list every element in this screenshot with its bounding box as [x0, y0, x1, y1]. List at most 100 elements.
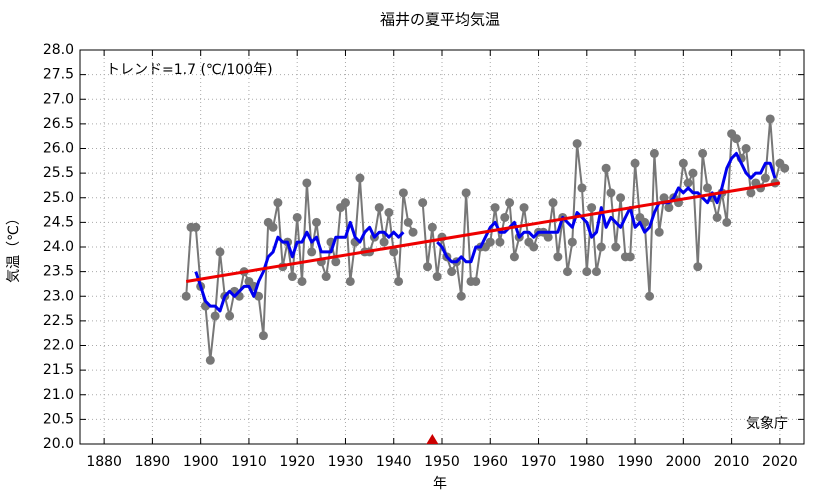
data-point [625, 252, 635, 262]
x-tick-label: 1900 [183, 454, 219, 470]
data-point [205, 355, 215, 365]
data-point [321, 272, 331, 282]
series-line [194, 151, 777, 313]
y-tick-label: 20.0 [43, 436, 74, 452]
x-tick-label: 2010 [714, 454, 750, 470]
data-point [297, 276, 307, 286]
y-tick-label: 22.0 [43, 338, 74, 354]
data-point [765, 114, 775, 124]
data-point [746, 188, 756, 198]
data-point [596, 242, 606, 252]
data-point [611, 242, 621, 252]
data-point [287, 272, 297, 282]
data-point [225, 311, 235, 321]
data-point [268, 222, 278, 232]
data-point [292, 212, 302, 222]
x-tick-label: 1980 [569, 454, 605, 470]
event-marker [426, 434, 439, 444]
data-point [384, 208, 394, 218]
data-point [423, 262, 433, 272]
y-tick-label: 27.5 [43, 67, 74, 83]
data-point [553, 252, 563, 262]
data-point [712, 212, 722, 222]
data-point [654, 227, 664, 237]
x-tick-label: 1990 [617, 454, 653, 470]
data-point [664, 203, 674, 213]
data-point [698, 148, 708, 158]
data-point [302, 178, 312, 188]
data-point [258, 331, 268, 341]
data-point [307, 247, 317, 257]
data-point [312, 217, 322, 227]
data-point [500, 212, 510, 222]
data-point [408, 227, 418, 237]
x-tick-label: 1880 [86, 454, 122, 470]
data-point [427, 222, 437, 232]
y-tick-label: 23.5 [43, 264, 74, 280]
data-point [678, 158, 688, 168]
x-tick-label: 1970 [521, 454, 557, 470]
chart-title: 福井の夏平均気温 [380, 11, 500, 29]
y-tick-label: 26.5 [43, 116, 74, 132]
data-point [394, 276, 404, 286]
data-point [572, 139, 582, 149]
data-point [456, 291, 466, 301]
data-point [543, 232, 553, 242]
data-point [577, 183, 587, 193]
y-tick-label: 20.5 [43, 411, 74, 427]
y-tick-label: 26.0 [43, 141, 74, 157]
data-point [760, 173, 770, 183]
x-tick-label: 2020 [762, 454, 798, 470]
data-point [645, 291, 655, 301]
data-point [331, 257, 341, 267]
data-point [398, 188, 408, 198]
data-point [591, 267, 601, 277]
data-point [191, 222, 201, 232]
data-point [562, 267, 572, 277]
data-point [379, 237, 389, 247]
data-point [374, 203, 384, 213]
data-point [630, 158, 640, 168]
x-axis-label: 年 [433, 476, 447, 492]
data-point [273, 198, 283, 208]
x-tick-label: 1920 [279, 454, 315, 470]
y-tick-label: 25.0 [43, 190, 74, 206]
data-point [355, 173, 365, 183]
data-point [471, 276, 481, 286]
data-point [432, 272, 442, 282]
data-point [181, 291, 191, 301]
data-point [509, 252, 519, 262]
y-tick-label: 24.0 [43, 239, 74, 255]
x-tick-label: 1930 [328, 454, 364, 470]
data-point [495, 237, 505, 247]
data-point [582, 267, 592, 277]
data-point [340, 198, 350, 208]
y-axis-label: 気温（℃） [6, 211, 22, 283]
data-point [606, 188, 616, 198]
trend-annotation: トレンド=1.7 (℃/100年) [106, 62, 273, 78]
x-tick-label: 1950 [424, 454, 460, 470]
data-point [722, 217, 732, 227]
y-tick-label: 24.5 [43, 214, 74, 230]
x-tick-label: 2000 [666, 454, 702, 470]
data-point [345, 276, 355, 286]
x-tick-label: 1940 [376, 454, 412, 470]
y-tick-label: 23.0 [43, 288, 74, 304]
data-point [505, 198, 515, 208]
data-point [447, 267, 457, 277]
data-point [741, 144, 751, 153]
plot-frame [79, 49, 805, 445]
data-point [702, 183, 712, 193]
y-tick-label: 22.5 [43, 313, 74, 329]
data-point [254, 291, 264, 301]
data-point [601, 163, 611, 173]
data-point [389, 247, 399, 257]
data-point [529, 242, 539, 252]
data-point [780, 163, 790, 173]
data-point [688, 168, 698, 178]
x-tick-label: 1960 [472, 454, 508, 470]
trend-line [185, 181, 781, 283]
data-point [210, 311, 220, 321]
y-tick-label: 21.5 [43, 362, 74, 378]
data-point [215, 247, 225, 257]
